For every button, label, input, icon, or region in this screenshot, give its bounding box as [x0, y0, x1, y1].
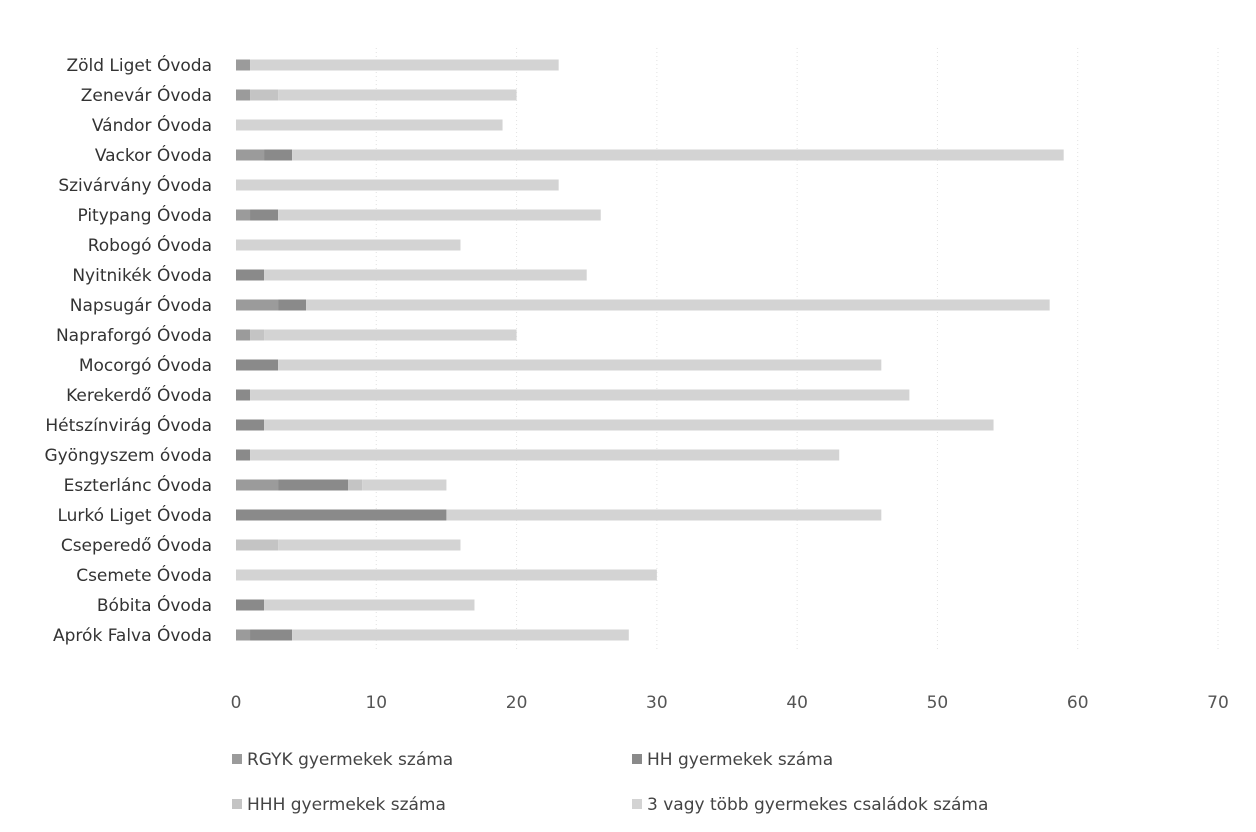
- bar-segment: [236, 59, 251, 71]
- category-label: Napsugár Óvoda: [70, 294, 212, 316]
- category-label: Napraforgó Óvoda: [56, 324, 212, 346]
- x-axis-ticks: 0 10 20 30 40 50 60 70: [231, 693, 1229, 713]
- bar-segment: [236, 359, 279, 371]
- bar-segment: [250, 89, 279, 101]
- bar-segment: [250, 389, 910, 401]
- bar-segment: [236, 269, 265, 281]
- bar-segment: [292, 149, 1064, 161]
- bar-segment: [278, 359, 882, 371]
- category-label: Robogó Óvoda: [88, 234, 212, 256]
- category-label: Zöld Liget Óvoda: [66, 54, 212, 76]
- bar-segment: [250, 59, 559, 71]
- category-labels: Zöld Liget Óvoda Zenevár Óvoda Vándor Óvod…: [44, 54, 212, 646]
- bar-segment: [236, 599, 265, 611]
- bar-segment: [236, 149, 265, 161]
- category-label: Eszterlánc Óvoda: [64, 474, 212, 496]
- bar-segment: [236, 89, 251, 101]
- bar-segment: [264, 329, 517, 341]
- legend: RGYK gyermekek száma HH gyermekek száma HH…: [232, 750, 988, 815]
- category-label: Cseperedő Óvoda: [61, 534, 212, 556]
- category-label: Zenevár Óvoda: [81, 84, 212, 106]
- legend-swatch: [232, 799, 242, 809]
- bar-segment: [278, 479, 349, 491]
- x-tick-label: 0: [231, 693, 242, 713]
- bar-segment: [278, 539, 461, 551]
- x-tick-label: 40: [786, 693, 808, 713]
- bar-segment: [236, 539, 279, 551]
- category-label: Kerekerdő Óvoda: [66, 384, 212, 406]
- bar-segment: [236, 239, 461, 251]
- bar-segment: [236, 449, 251, 461]
- category-label: Szivárvány Óvoda: [58, 174, 212, 196]
- legend-label: HHH gyermekek száma: [247, 795, 446, 815]
- category-label: Bóbita Óvoda: [97, 594, 212, 616]
- category-label: Nyitnikék Óvoda: [72, 264, 212, 286]
- bar-segment: [306, 299, 1050, 311]
- legend-swatch: [632, 754, 642, 764]
- legend-swatch: [232, 754, 242, 764]
- legend-label: RGYK gyermekek száma: [247, 750, 453, 770]
- bar-segment: [264, 419, 994, 431]
- bar-segment: [236, 389, 251, 401]
- bar-segment: [264, 599, 475, 611]
- bar-segment: [278, 299, 307, 311]
- bar-segment: [236, 629, 251, 641]
- category-label: Csemete Óvoda: [76, 564, 212, 586]
- category-label: Gyöngyszem óvoda: [44, 446, 212, 466]
- category-label: Vackor Óvoda: [95, 144, 212, 166]
- bar-segment: [250, 329, 265, 341]
- category-label: Lurkó Liget Óvoda: [57, 504, 212, 526]
- bar-segment: [264, 269, 587, 281]
- bars: [236, 59, 1064, 641]
- bar-segment: [250, 209, 279, 221]
- bar-segment: [348, 479, 363, 491]
- bar-segment: [236, 479, 279, 491]
- bar-segment: [236, 209, 251, 221]
- category-label: Vándor Óvoda: [92, 114, 212, 136]
- bar-segment: [236, 119, 503, 131]
- bar-segment: [292, 629, 629, 641]
- category-label: Hétszínvirág Óvoda: [45, 414, 212, 436]
- bar-segment: [250, 629, 293, 641]
- bar-segment: [278, 209, 601, 221]
- bar-segment: [236, 299, 279, 311]
- bar-segment: [236, 179, 559, 191]
- bar-segment: [362, 479, 447, 491]
- legend-label: HH gyermekek száma: [647, 750, 833, 770]
- bar-segment: [236, 329, 251, 341]
- bar-segment: [446, 509, 882, 521]
- bar-segment: [250, 449, 840, 461]
- x-tick-label: 60: [1067, 693, 1089, 713]
- bar-segment: [236, 569, 657, 581]
- legend-swatch: [632, 799, 642, 809]
- legend-label: 3 vagy több gyermekes családok száma: [647, 795, 988, 815]
- x-tick-label: 70: [1207, 693, 1229, 713]
- bar-segment: [236, 509, 447, 521]
- category-label: Mocorgó Óvoda: [79, 354, 212, 376]
- bar-segment: [278, 89, 517, 101]
- bar-segment: [264, 149, 293, 161]
- x-tick-label: 10: [365, 693, 387, 713]
- gridlines: [375, 48, 1219, 651]
- bar-segment: [236, 419, 265, 431]
- category-label: Pitypang Óvoda: [77, 204, 212, 226]
- x-tick-label: 50: [927, 693, 949, 713]
- x-tick-label: 30: [646, 693, 668, 713]
- category-label: Aprók Falva Óvoda: [53, 624, 212, 646]
- x-tick-label: 20: [506, 693, 528, 713]
